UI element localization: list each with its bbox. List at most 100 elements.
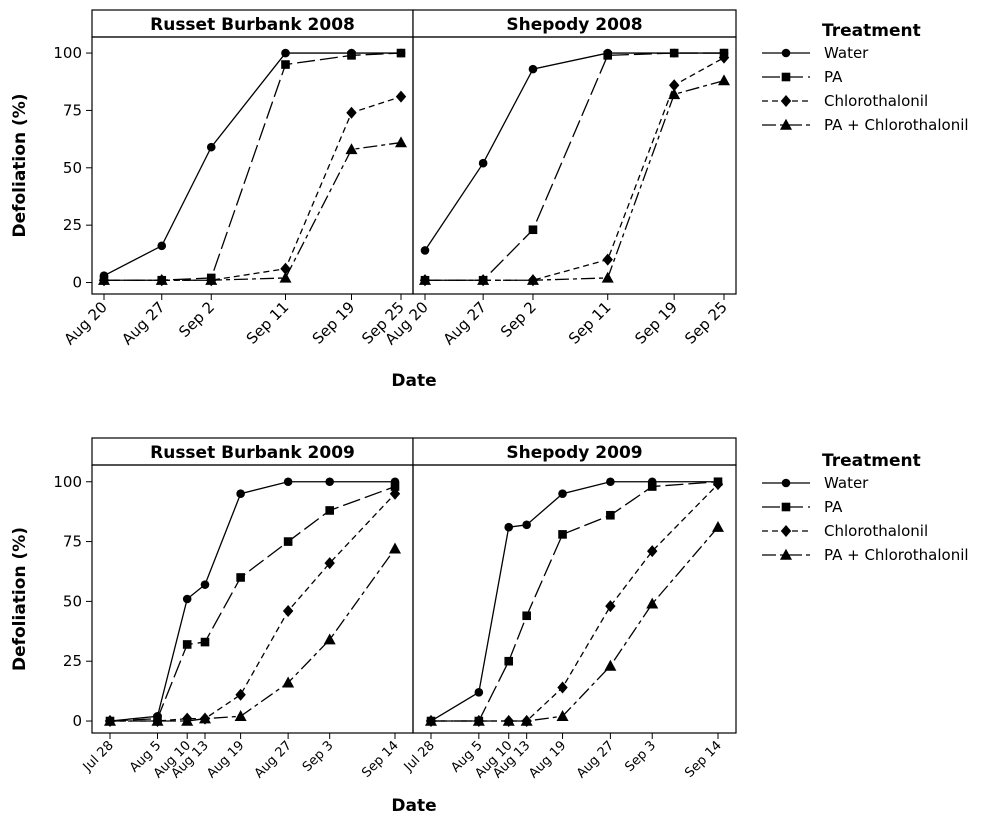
x-axis-title: Date (391, 371, 436, 391)
data-point (389, 542, 401, 554)
y-tick-label: 50 (63, 159, 82, 177)
data-point (718, 74, 730, 86)
data-point (200, 580, 210, 589)
y-tick-label: 50 (63, 592, 82, 610)
data-point (647, 482, 657, 491)
x-tick-label: Sep 2 (175, 298, 218, 341)
y-axis-title: Defoliation (%) (10, 527, 30, 671)
data-point (157, 241, 167, 251)
data-point (603, 51, 613, 60)
data-point (199, 712, 211, 724)
data-point (526, 274, 539, 285)
data-point (104, 714, 116, 726)
x-tick-label: Sep 3 (300, 738, 337, 775)
series-chlorothalonil (104, 487, 401, 728)
data-point (556, 710, 569, 721)
series-line (104, 52, 402, 281)
y-tick-label: 100 (53, 44, 82, 62)
panel-strip (91, 437, 414, 466)
legend-label: Water (824, 44, 869, 62)
data-point (601, 271, 614, 283)
legend-marker (781, 48, 791, 58)
x-tick-label: Sep 11 (243, 298, 293, 348)
legend-entry-pa: PA (762, 498, 843, 516)
series-pa (420, 48, 729, 285)
x-tick-label: Jul 28 (401, 738, 438, 775)
legend-entry-pa-chlorothalonil: PA + Chlorothalonil (762, 546, 969, 564)
series-line (431, 483, 719, 722)
data-point (647, 545, 658, 558)
data-point (98, 274, 110, 285)
data-point (283, 537, 293, 546)
plot-frame (412, 464, 737, 734)
legend-label: Water (824, 474, 869, 492)
chart-row-2: 0 25 50 75 100 Defoliation (%) Date Russet Burb… (10, 437, 969, 816)
x-tick-label: Aug 27 (118, 298, 168, 348)
legend-marker (781, 478, 791, 488)
legend-marker (781, 502, 791, 512)
panel-title: Russet Burbank 2008 (150, 15, 355, 35)
panel-title: Russet Burbank 2009 (150, 443, 355, 463)
data-point (504, 656, 514, 666)
data-point (205, 274, 218, 285)
legend-entry-pa-chlorothalonil: PA + Chlorothalonil (762, 116, 969, 134)
series-line (425, 52, 724, 281)
data-point (646, 597, 659, 609)
data-point (478, 158, 488, 168)
y-tick-label: 75 (63, 533, 82, 551)
series-pa (426, 477, 723, 726)
x-tick-label: Aug 27 (574, 738, 617, 781)
legend: Treatment Water PA Chlorothalonil PA + Chlor… (762, 451, 969, 564)
series-line (110, 548, 396, 722)
data-point (390, 482, 400, 491)
series-pa-chlorothalonil (98, 136, 407, 285)
data-point (604, 659, 617, 671)
data-point (558, 530, 567, 539)
data-point (558, 489, 567, 499)
y-tick-label: 0 (72, 712, 82, 730)
data-point (396, 48, 406, 58)
x-tick-label: Sep 2 (497, 298, 540, 341)
series-line (103, 52, 401, 277)
series-water (105, 477, 400, 726)
data-point (325, 506, 334, 515)
data-point (282, 676, 295, 688)
data-point (281, 60, 290, 69)
data-point (520, 714, 533, 726)
x-tick-label: Jul 28 (80, 738, 117, 775)
data-point (282, 604, 294, 617)
plot-frame (91, 36, 414, 295)
legend-marker (780, 95, 792, 107)
x-tick-label: Aug 27 (252, 738, 295, 781)
series-pa-chlorothalonil (419, 74, 730, 285)
data-point (669, 48, 679, 58)
data-point (472, 714, 485, 726)
data-point (557, 681, 568, 694)
y-tick-label: 0 (72, 274, 82, 292)
x-axis-title: Date (391, 796, 436, 816)
x-tick-label: Aug 19 (204, 738, 247, 781)
legend-title: Treatment (822, 21, 921, 41)
data-point (425, 714, 437, 726)
data-point (528, 64, 538, 74)
data-point (155, 274, 168, 285)
series-pa (99, 48, 406, 285)
data-point (151, 714, 164, 726)
data-point (504, 522, 514, 532)
plot-frame (412, 36, 737, 295)
data-point (712, 478, 724, 491)
data-point (606, 477, 615, 487)
data-point (234, 710, 247, 721)
legend-entry-water: Water (762, 474, 869, 492)
x-tick-label: Sep 3 (622, 738, 659, 775)
x-tick-label: Sep 14 (359, 738, 402, 781)
data-point (200, 637, 210, 647)
data-point (389, 487, 401, 500)
data-point (419, 274, 431, 285)
data-point (281, 48, 290, 58)
x-tick-label: Aug 19 (526, 738, 569, 781)
x-tick-label: Sep 19 (631, 298, 681, 348)
series-water (420, 48, 729, 255)
